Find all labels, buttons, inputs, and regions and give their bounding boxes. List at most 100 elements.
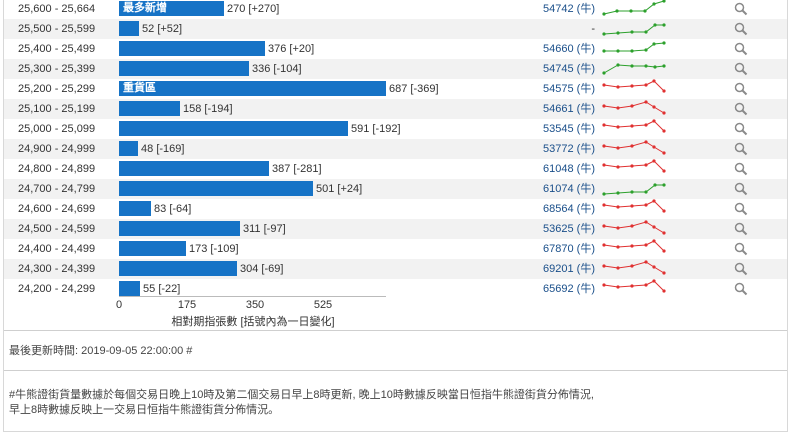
volume-bar (119, 181, 313, 196)
daily-change: [-69] (261, 263, 284, 275)
daily-change: [-22] (158, 283, 181, 295)
warrant-code-link[interactable]: 53545 (牛) (543, 123, 595, 135)
sparkline-point (662, 183, 666, 187)
daily-change: [-97] (263, 223, 286, 235)
trend-sparkline (602, 41, 666, 53)
volume-value: 83 (154, 203, 167, 215)
warrant-code-link[interactable]: 61048 (牛) (543, 163, 595, 175)
price-range-label: 25,500 - 25,599 (18, 23, 96, 35)
search-icon[interactable] (734, 261, 748, 277)
warrant-code-link[interactable]: 54742 (牛) (543, 3, 595, 15)
sparkline-point (652, 199, 656, 203)
sparkline-point (630, 284, 634, 288)
table-row: 24,500 - 24,599 311 [-97] 53625 (牛) (4, 219, 787, 239)
warrant-code-link[interactable]: 65692 (牛) (543, 283, 595, 295)
volume-value-label: 591 [-192] (351, 119, 401, 139)
search-icon[interactable] (734, 81, 748, 97)
volume-value: 173 (189, 243, 208, 255)
trend-sparkline (602, 199, 666, 213)
sparkline-point (630, 224, 634, 228)
price-range-label: 24,900 - 24,999 (18, 143, 96, 155)
trend-sparkline (602, 279, 666, 293)
sparkline-point (644, 100, 648, 104)
sparkline-point (602, 71, 606, 75)
bar-tag-label: 重貨區 (123, 82, 156, 94)
sparkline-point (602, 144, 606, 148)
search-icon[interactable] (734, 41, 748, 57)
warrant-code-link[interactable]: 68564 (牛) (543, 203, 595, 215)
volume-value-label: 687 [-369] (389, 79, 439, 99)
sparkline-point (644, 243, 648, 247)
sparkline-point (602, 264, 606, 268)
sparkline-point (652, 105, 656, 109)
sparkline-point (602, 104, 606, 108)
trend-sparkline (602, 183, 666, 196)
volume-bar: 最多新增 (119, 1, 224, 16)
trend-sparkline (602, 260, 666, 275)
daily-change: [-192] (372, 123, 401, 135)
warrant-code-link[interactable]: 54575 (牛) (543, 83, 595, 95)
warrant-code-link[interactable]: 54660 (牛) (543, 43, 595, 55)
volume-value-label: 52 [+52] (142, 19, 182, 39)
sparkline-point (644, 64, 648, 68)
table-row: 25,000 - 25,099 591 [-192] 53545 (牛) (4, 119, 787, 139)
warrant-code-link[interactable]: 67870 (牛) (543, 243, 595, 255)
search-icon[interactable] (734, 61, 748, 77)
search-icon[interactable] (734, 21, 748, 37)
sparkline-point (630, 144, 634, 148)
table-row: 25,400 - 25,499 376 [+20] 54660 (牛) (4, 39, 787, 59)
divider (4, 330, 787, 331)
price-range-label: 24,500 - 24,599 (18, 223, 96, 235)
sparkline-point (602, 123, 606, 127)
search-icon[interactable] (734, 281, 748, 297)
search-icon[interactable] (734, 161, 748, 177)
search-icon[interactable] (734, 121, 748, 137)
search-icon[interactable] (734, 1, 748, 17)
daily-change: [-169] (156, 143, 185, 155)
x-tick-label: 525 (313, 299, 333, 311)
warrant-code-link[interactable]: 54661 (牛) (543, 103, 595, 115)
sparkline-point (652, 159, 656, 163)
volume-value: 387 (272, 163, 291, 175)
sparkline-point (630, 244, 634, 248)
warrant-code-link[interactable]: 69201 (牛) (543, 263, 595, 275)
x-tick-label: 175 (177, 299, 197, 311)
sparkline-point (630, 190, 634, 194)
search-icon[interactable] (734, 201, 748, 217)
sparkline-point (662, 129, 666, 133)
sparkline-point (662, 271, 666, 275)
sparkline-point (662, 23, 666, 27)
sparkline-path (603, 200, 665, 212)
sparkline-point (602, 49, 606, 53)
sparkline-point (630, 49, 634, 53)
warrant-code-link[interactable]: 54745 (牛) (543, 63, 595, 75)
warrant-code-link[interactable]: 61074 (牛) (543, 183, 595, 195)
volume-bar: 重貨區 (119, 81, 386, 96)
search-icon[interactable] (734, 241, 748, 257)
search-icon[interactable] (734, 221, 748, 237)
trend-sparkline (602, 79, 666, 93)
sparkline-point (630, 30, 634, 34)
volume-value: 48 (141, 143, 154, 155)
daily-change: [-109] (210, 243, 239, 255)
sparkline-point (644, 203, 648, 207)
search-icon[interactable] (734, 181, 748, 197)
sparkline-point (602, 224, 606, 228)
search-icon[interactable] (734, 141, 748, 157)
sparkline-point (616, 49, 620, 53)
table-row: 25,200 - 25,299 重貨區 687 [-369] 54575 (牛) (4, 79, 787, 99)
table-row: 25,300 - 25,399 336 [-104] 54745 (牛) (4, 59, 787, 79)
volume-bar (119, 241, 186, 256)
sparkline-point (652, 2, 656, 6)
warrant-code-link[interactable]: 53625 (牛) (543, 223, 595, 235)
x-axis-label: 相對期指張數 [括號內為一日變化] (171, 316, 335, 328)
sparkline-point (630, 264, 634, 268)
sparkline-point (630, 104, 634, 108)
sparkline-point (602, 192, 606, 196)
search-icon[interactable] (734, 101, 748, 117)
warrant-code-link[interactable]: 53772 (牛) (543, 143, 595, 155)
trend-sparkline (602, 23, 666, 36)
sparkline-point (644, 48, 648, 52)
price-range-label: 25,400 - 25,499 (18, 43, 96, 55)
sparkline-path (603, 0, 665, 15)
